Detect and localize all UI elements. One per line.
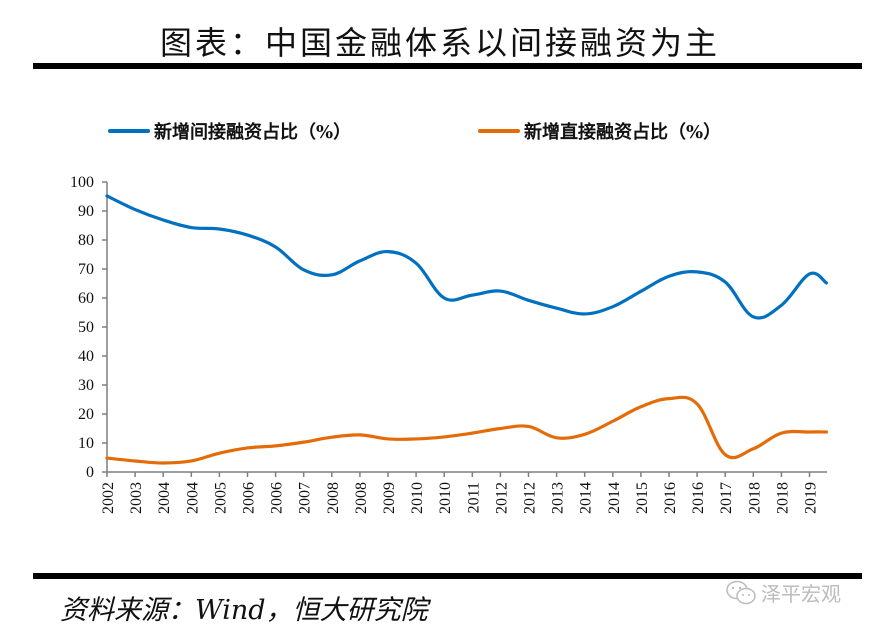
footer-divider <box>33 573 862 579</box>
wechat-icon <box>726 580 756 604</box>
x-tick-label: 2018 <box>774 482 791 514</box>
x-tick-label: 2017 <box>718 482 735 514</box>
x-tick-label: 2016 <box>662 482 679 514</box>
x-tick-label: 2018 <box>746 482 763 514</box>
x-tick-label: 2015 <box>634 482 651 514</box>
x-tick-label: 2004 <box>156 482 173 514</box>
y-tick-label: 30 <box>78 377 94 394</box>
y-tick-label: 10 <box>78 435 94 452</box>
series-line-indirect-financing <box>105 194 828 320</box>
y-tick-label: 60 <box>78 290 94 307</box>
chart-legend: 新增间接融资占比（%） 新增直接融资占比（%） <box>108 118 828 146</box>
x-tick-label: 2014 <box>578 482 595 514</box>
chart-axes <box>106 182 827 473</box>
y-tick-label: 0 <box>86 464 94 481</box>
x-tick-label: 2014 <box>606 482 623 514</box>
x-tick-label: 2005 <box>212 482 229 514</box>
watermark-text: 泽平宏观 <box>761 582 841 606</box>
x-tick-label: 2012 <box>493 482 510 514</box>
x-tick-label: 2002 <box>100 482 117 514</box>
y-tick-label: 50 <box>78 319 94 336</box>
legend-label-indirect: 新增间接融资占比（%） <box>154 122 352 143</box>
series-lines <box>105 194 828 465</box>
x-tick-label: 2004 <box>184 482 201 514</box>
legend-swatch-indirect <box>108 129 150 133</box>
legend-item-direct-financing: 新增直接融资占比（%） <box>478 118 721 144</box>
x-tick-label: 2013 <box>550 482 567 514</box>
source-note: 资料来源：Wind，恒大研究院 <box>60 595 428 626</box>
legend-item-indirect-financing: 新增间接融资占比（%） <box>108 118 351 144</box>
x-tick-label: 2003 <box>128 482 145 514</box>
x-tick-label: 2006 <box>269 482 286 514</box>
y-axis-ticks: 0 10 20 30 40 50 60 70 80 90 100 <box>70 174 107 481</box>
y-tick-label: 70 <box>78 261 94 278</box>
y-tick-label: 90 <box>78 203 94 220</box>
x-tick-label: 2006 <box>241 482 258 514</box>
series-line-direct-financing <box>105 395 828 465</box>
legend-label-direct: 新增直接融资占比（%） <box>524 122 722 143</box>
x-tick-label: 2016 <box>690 482 707 514</box>
x-tick-label: 2008 <box>325 482 342 514</box>
title-divider <box>33 63 862 69</box>
y-tick-label: 80 <box>78 232 94 249</box>
x-tick-label: 2011 <box>465 482 482 513</box>
legend-swatch-direct <box>478 129 520 133</box>
chart-title: 图表：中国金融体系以间接融资为主 <box>159 24 720 62</box>
x-tick-label: 2010 <box>409 482 426 514</box>
x-axis-ticks: 2002 2003 2004 2004 2005 2006 2006 2007 2008 2008… <box>100 472 820 514</box>
x-tick-label: 2007 <box>297 482 314 514</box>
y-tick-label: 40 <box>78 348 94 365</box>
y-tick-label: 100 <box>70 174 94 191</box>
y-tick-label: 20 <box>78 406 94 423</box>
watermark: 泽平宏观 <box>725 578 841 607</box>
x-tick-label: 2010 <box>437 482 454 514</box>
x-tick-label: 2008 <box>353 482 370 514</box>
x-tick-label: 2012 <box>522 482 539 514</box>
x-tick-label: 2019 <box>803 482 820 514</box>
x-tick-label: 2009 <box>381 482 398 514</box>
